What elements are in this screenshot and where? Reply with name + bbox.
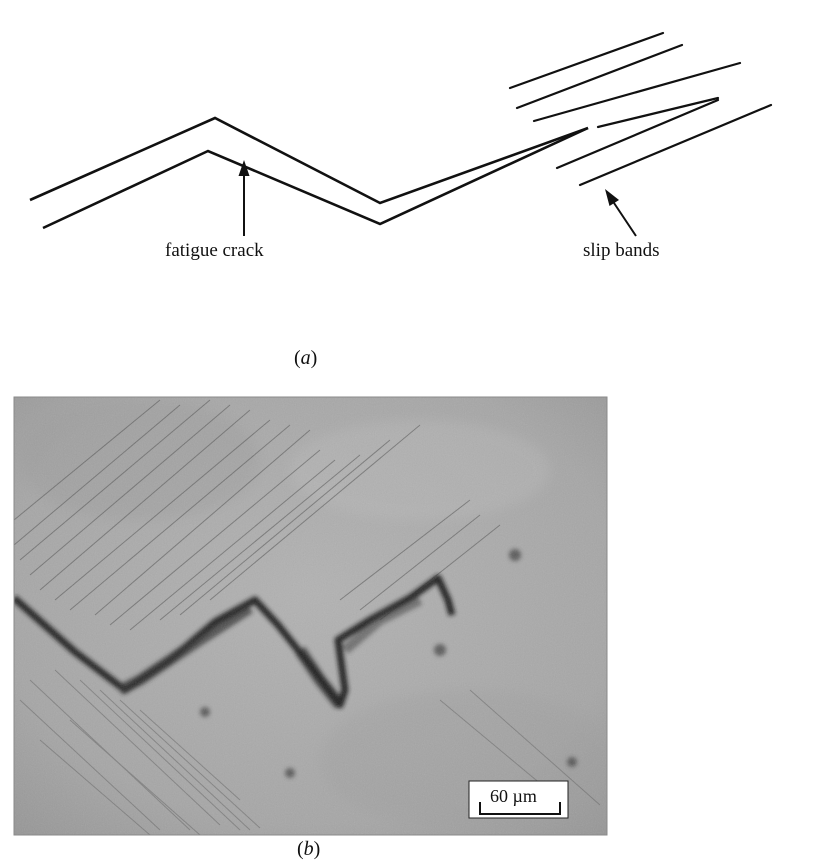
- caption-b: (b): [297, 838, 321, 860]
- crack-schematic: [29, 116, 589, 230]
- caption-b-letter: b: [303, 838, 314, 860]
- slip-arrow: [605, 189, 637, 237]
- slip-band-line: [508, 31, 665, 90]
- slip-band-line: [515, 43, 684, 110]
- slip-band-line: [532, 61, 742, 123]
- caption-a: (a): [294, 347, 318, 369]
- crack-upper-edge: [29, 116, 589, 205]
- crack-label: fatigue crack: [165, 240, 264, 261]
- crack-lower-edge: [42, 126, 589, 230]
- slip-band-line: [555, 98, 720, 170]
- scale-bar: [468, 780, 569, 819]
- slip-bands: [508, 31, 773, 187]
- slip-band-line: [596, 96, 720, 129]
- caption-a-letter: a: [300, 347, 311, 369]
- micrograph: [14, 397, 607, 835]
- slip-bands-label: slip bands: [583, 240, 660, 261]
- slip-band-line: [578, 103, 773, 187]
- scale-bar-label: 60 µm: [490, 786, 537, 806]
- crack-arrow: [238, 160, 250, 236]
